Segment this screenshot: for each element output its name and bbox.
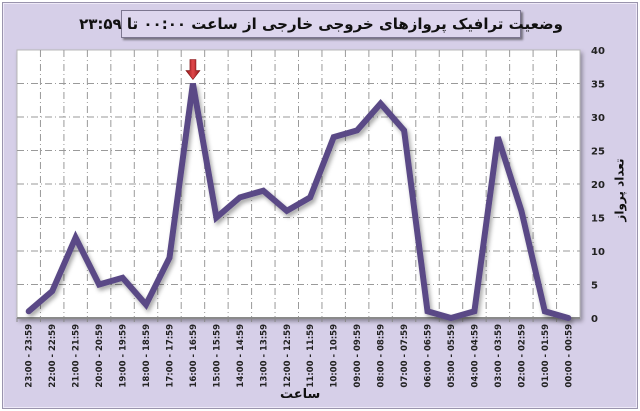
- x-tick-label: 17:00 - 17:59: [165, 324, 175, 388]
- x-tick-label: 05:00 - 05:59: [447, 324, 457, 388]
- x-axis-ticks: 23:00 - 23:59 22:00 - 22:59 21:00 - 21:59 2…: [16, 318, 574, 388]
- x-tick-label: 16:00 - 16:59: [189, 324, 199, 388]
- peak-arrow-icon: [185, 59, 201, 80]
- x-tick-label: 23:00 - 23:59: [25, 324, 35, 388]
- x-tick-label: 20:00 - 20:59: [95, 324, 105, 388]
- x-tick-label: 19:00 - 19:59: [119, 324, 129, 388]
- x-tick-label: 22:00 - 22:59: [48, 324, 58, 388]
- y-axis-ticks: 0 5 10 15 20 25 30 35 40: [591, 46, 605, 325]
- x-axis-title: ساعت: [280, 387, 321, 402]
- y-tick-label: 35: [591, 80, 605, 91]
- y-tick-label: 0: [591, 314, 598, 325]
- x-tick-label: 12:00 - 12:59: [283, 324, 293, 388]
- x-tick-label: 21:00 - 21:59: [72, 324, 82, 388]
- y-tick-label: 40: [591, 46, 605, 57]
- x-tick-label: 07:00 - 07:59: [400, 324, 410, 388]
- y-axis-title-text: تعداد پرواز: [613, 158, 627, 222]
- y-axis-title: تعداد پرواز: [600, 150, 640, 230]
- x-tick-label: 10:00 - 10:59: [330, 324, 340, 388]
- x-tick-label: 08:00 - 08:59: [377, 324, 387, 388]
- x-tick-label: 11:00 - 11:59: [306, 324, 316, 388]
- y-tick-label: 30: [591, 113, 605, 124]
- x-tick-label: 03:00 - 03:59: [494, 324, 504, 388]
- y-tick-label: 5: [591, 281, 598, 292]
- chart-title-box: وضعیت ترافیک پروازهای خروجی خارجی از ساع…: [79, 10, 563, 38]
- x-tick-label: 13:00 - 13:59: [259, 324, 269, 388]
- x-tick-label: 02:00 - 02:59: [517, 324, 527, 388]
- chart-title: وضعیت ترافیک پروازهای خروجی خارجی از ساع…: [79, 15, 563, 33]
- y-tick-label: 15: [591, 214, 605, 225]
- x-tick-label: 00:00 - 00:59: [564, 324, 574, 388]
- x-tick-label: 06:00 - 06:59: [424, 324, 434, 388]
- x-tick-label: 01:00 - 01:59: [541, 324, 551, 388]
- x-tick-label: 04:00 - 04:59: [470, 324, 480, 388]
- series-line: [25, 82, 572, 322]
- y-tick-label: 20: [591, 180, 605, 191]
- y-tick-label: 25: [591, 147, 605, 158]
- x-tick-label: 15:00 - 15:59: [212, 324, 222, 388]
- x-tick-label: 14:00 - 14:59: [236, 324, 246, 388]
- x-tick-label: 18:00 - 18:59: [142, 324, 152, 388]
- x-tick-label: 09:00 - 09:59: [353, 324, 363, 388]
- y-tick-label: 10: [591, 247, 605, 258]
